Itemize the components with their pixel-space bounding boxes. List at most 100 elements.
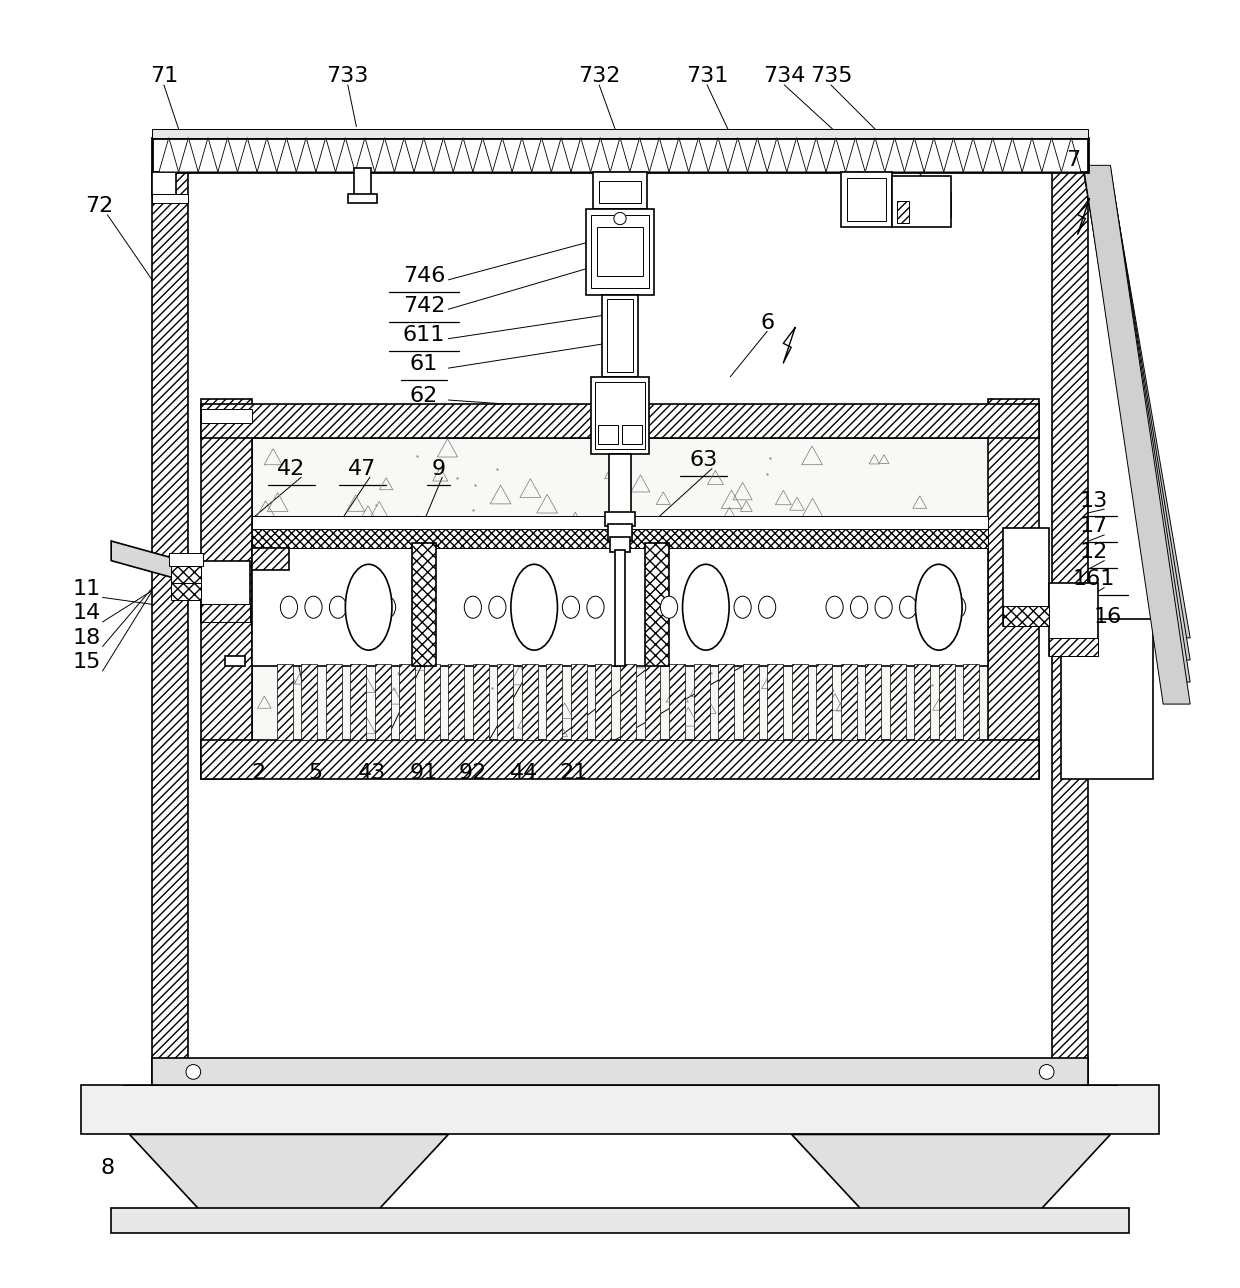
Bar: [1049, 638, 1099, 657]
Polygon shape: [336, 138, 355, 171]
Polygon shape: [1084, 165, 1190, 705]
Bar: [768, 663, 784, 739]
Bar: [201, 560, 249, 622]
Bar: [1052, 171, 1089, 1086]
Polygon shape: [688, 138, 708, 171]
Text: 6: 6: [760, 313, 774, 332]
Bar: [472, 663, 489, 739]
Text: 47: 47: [348, 459, 377, 479]
Text: 5: 5: [309, 762, 324, 783]
Bar: [897, 201, 909, 223]
Bar: [791, 663, 807, 739]
Bar: [570, 663, 587, 739]
Text: 14: 14: [72, 603, 100, 623]
Bar: [645, 663, 661, 739]
Bar: [605, 511, 635, 527]
Polygon shape: [512, 138, 532, 171]
Polygon shape: [454, 138, 472, 171]
Bar: [81, 1086, 1159, 1135]
Bar: [424, 663, 440, 739]
Text: 161: 161: [1073, 569, 1115, 589]
Polygon shape: [1084, 167, 1190, 683]
Ellipse shape: [563, 596, 579, 618]
Polygon shape: [434, 138, 454, 171]
Polygon shape: [963, 138, 983, 171]
Bar: [277, 663, 293, 739]
Polygon shape: [552, 138, 570, 171]
Ellipse shape: [305, 596, 322, 618]
Bar: [374, 663, 391, 739]
Bar: [963, 663, 980, 739]
Bar: [201, 739, 1039, 779]
Text: 63: 63: [689, 450, 718, 470]
Bar: [547, 663, 563, 739]
Bar: [615, 550, 625, 666]
Ellipse shape: [489, 596, 506, 618]
Polygon shape: [112, 541, 191, 582]
Bar: [412, 544, 436, 666]
Bar: [252, 529, 988, 549]
Ellipse shape: [682, 564, 729, 650]
Text: 8: 8: [100, 1158, 114, 1177]
Bar: [847, 178, 887, 222]
Bar: [866, 663, 882, 739]
Bar: [670, 663, 684, 739]
Ellipse shape: [826, 596, 843, 618]
Polygon shape: [983, 138, 1003, 171]
Ellipse shape: [614, 213, 626, 224]
Bar: [201, 399, 252, 779]
Text: 16: 16: [1094, 607, 1122, 627]
Polygon shape: [924, 138, 944, 171]
Polygon shape: [866, 138, 885, 171]
Bar: [151, 138, 1089, 171]
Polygon shape: [791, 1135, 1111, 1220]
Bar: [598, 425, 618, 444]
Bar: [522, 663, 538, 739]
Bar: [939, 663, 955, 739]
Bar: [585, 209, 655, 295]
Ellipse shape: [464, 596, 481, 618]
Bar: [606, 300, 634, 372]
Bar: [252, 438, 988, 739]
Text: 13: 13: [1079, 491, 1107, 510]
Bar: [593, 171, 647, 209]
Text: 11: 11: [72, 578, 100, 599]
Bar: [151, 129, 1089, 138]
Polygon shape: [1061, 138, 1081, 171]
Text: 733: 733: [326, 66, 370, 86]
Ellipse shape: [186, 1065, 201, 1079]
Text: 734: 734: [763, 66, 806, 86]
Bar: [151, 194, 188, 202]
Bar: [601, 295, 639, 376]
Bar: [743, 663, 759, 739]
Bar: [171, 565, 201, 582]
Ellipse shape: [346, 564, 392, 650]
Text: 15: 15: [72, 653, 100, 672]
Bar: [226, 657, 244, 666]
Polygon shape: [257, 138, 277, 171]
Polygon shape: [374, 138, 394, 171]
Polygon shape: [590, 138, 610, 171]
Bar: [169, 554, 203, 565]
Polygon shape: [277, 138, 296, 171]
Bar: [988, 399, 1039, 779]
Bar: [595, 381, 645, 450]
Text: 44: 44: [510, 762, 538, 783]
Bar: [350, 663, 366, 739]
Bar: [590, 376, 650, 453]
Polygon shape: [296, 138, 316, 171]
Bar: [112, 1208, 1128, 1233]
Bar: [449, 663, 464, 739]
Bar: [595, 663, 611, 739]
Text: 7: 7: [1066, 149, 1081, 170]
Bar: [841, 663, 857, 739]
Ellipse shape: [915, 564, 962, 650]
Bar: [590, 215, 650, 289]
Ellipse shape: [684, 596, 702, 618]
Ellipse shape: [709, 596, 727, 618]
Text: 746: 746: [403, 267, 445, 286]
Polygon shape: [129, 1135, 449, 1220]
Ellipse shape: [734, 596, 751, 618]
Bar: [645, 544, 670, 666]
Ellipse shape: [899, 596, 916, 618]
